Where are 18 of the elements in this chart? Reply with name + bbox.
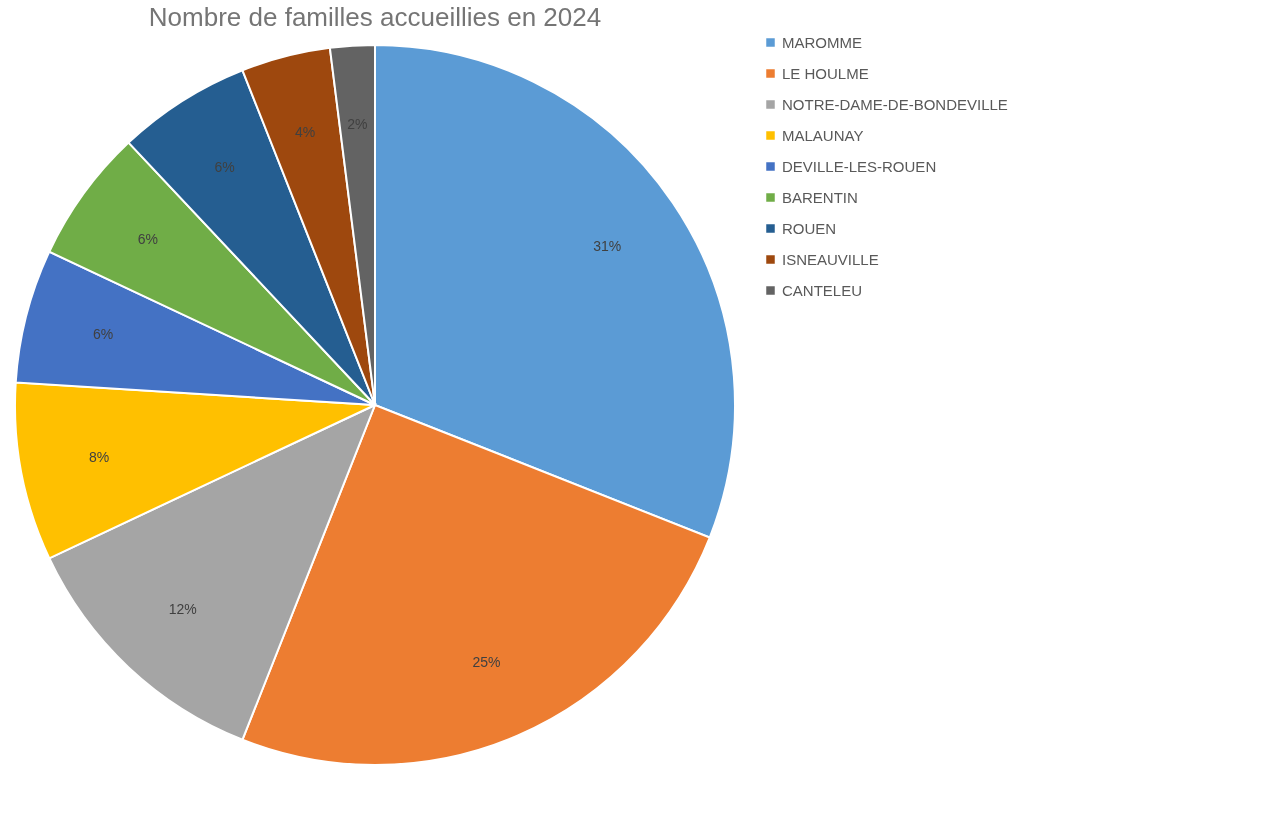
legend-label: BARENTIN — [782, 188, 858, 206]
data-label: 6% — [137, 230, 158, 247]
data-label: 31% — [593, 238, 622, 255]
legend-label: MALAUNAY — [782, 126, 864, 144]
data-label: 12% — [168, 600, 197, 617]
legend-label: DEVILLE-LES-ROUEN — [782, 157, 937, 175]
data-label: 8% — [89, 448, 110, 465]
legend-label: NOTRE-DAME-DE-BONDEVILLE — [782, 95, 1008, 113]
legend-label: ROUEN — [782, 219, 837, 237]
chart-title: Nombre de familles accueillies en 2024 — [148, 2, 602, 32]
data-label: 6% — [214, 158, 235, 175]
legend-label: LE HOULME — [782, 64, 869, 82]
legend-label: CANTELEU — [782, 281, 863, 299]
legend-label: MAROMME — [782, 33, 862, 51]
data-label: 6% — [92, 326, 114, 343]
legend-label: ISNEAUVILLE — [782, 250, 879, 268]
data-label: 25% — [472, 653, 501, 670]
data-label: 4% — [295, 124, 316, 141]
